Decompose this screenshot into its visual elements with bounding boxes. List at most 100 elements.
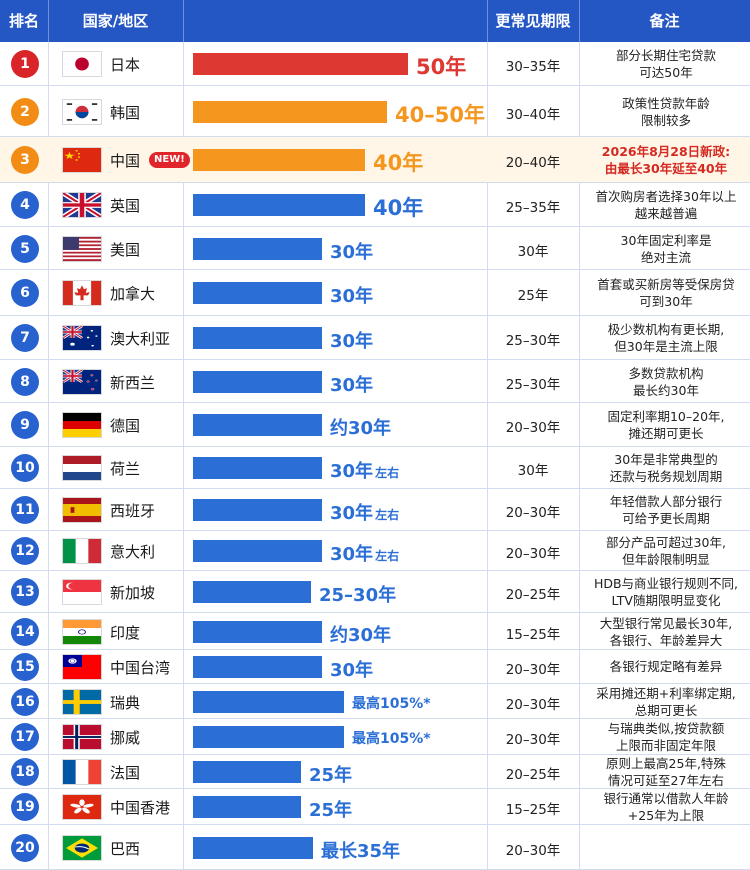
new-zealand-flag-icon <box>62 369 102 395</box>
rank-badge: 18 <box>11 758 39 786</box>
term-bar <box>193 282 322 304</box>
country-name: 中国 <box>110 152 141 170</box>
bar-value-label: 30年 <box>330 656 373 682</box>
note-line: 越来越普遍 <box>634 206 698 221</box>
note: 2026年8月28日新政: 由最长30年延至40年 <box>582 143 750 177</box>
bar-value-label: 40年 <box>373 147 423 177</box>
norway-flag-icon <box>62 724 102 750</box>
bar-value-label: 30年 左右 <box>330 499 399 525</box>
common-term: 30–40年 <box>505 107 561 123</box>
note: 大型银行常见最长30年, 各银行、年龄差异大 <box>582 615 750 649</box>
bar-value-label: 最长35年 <box>321 837 400 863</box>
note-line: +25年为上限 <box>627 808 705 823</box>
table-row: 1 日本 50年 30–35年 部分长期住宅贷款 可达50年 <box>0 42 750 86</box>
netherlands-flag-icon <box>62 455 102 481</box>
rank-badge: 4 <box>11 191 39 219</box>
rank-badge: 13 <box>11 578 39 606</box>
term-bar <box>193 540 322 562</box>
italy-flag-icon <box>62 538 102 564</box>
term-bar <box>193 796 301 818</box>
country-name: 西班牙 <box>110 502 156 520</box>
term-bar <box>193 837 313 859</box>
note: 采用摊还期+利率绑定期, 总期可更长 <box>582 685 750 719</box>
note: 部分产品可超过30年, 但年龄限制明显 <box>582 534 750 568</box>
term-bar <box>193 656 322 678</box>
note: 固定利率期10–20年, 摊还期可更长 <box>582 408 750 442</box>
note-line: 情况可延至27年左右 <box>608 773 724 788</box>
table-header: 排名 国家/地区 更常见期限 备注 <box>0 0 750 42</box>
note-line: 但30年是主流上限 <box>614 339 718 354</box>
rank-badge: 9 <box>11 411 39 439</box>
note-line: 与瑞典类似,按贷款额 <box>607 721 725 736</box>
table-row: 11 西班牙 30年 左右 20–30年 年轻借款人部分银行 可给予更长周期 <box>0 489 750 531</box>
bar-value-text: 约30年 <box>330 625 392 646</box>
term-bar <box>193 691 344 713</box>
note: HDB与商业银行规则不同, LTV随期限明显变化 <box>582 575 750 609</box>
country-name: 韩国 <box>110 104 141 122</box>
rank-badge: 1 <box>11 50 39 78</box>
bar-value-text: 40–50年 <box>395 103 485 127</box>
rank-badge: 5 <box>11 235 39 263</box>
note: 30年是非常典型的 还款与税务规划周期 <box>582 451 750 485</box>
bar-value-text: 30年 <box>330 286 374 307</box>
common-term: 20–30年 <box>505 843 561 859</box>
table-row: 7 澳大利亚 30年 25–30年 极少数机构有更长期, 但30年是主流上限 <box>0 316 750 360</box>
brazil-flag-icon <box>62 835 102 861</box>
rank-badge: 10 <box>11 454 39 482</box>
table-row: 14 印度 约30年 15–25年 大型银行常见最长30年, 各银行、年龄差异大 <box>0 613 750 650</box>
country-name: 巴西 <box>110 840 141 858</box>
spain-flag-icon <box>62 497 102 523</box>
bar-value-label: 30年 <box>330 282 373 308</box>
rank-badge: 8 <box>11 368 39 396</box>
table-row: 10 荷兰 30年 左右 30年 30年是非常典型的 还款与税务规划周期 <box>0 447 750 489</box>
country-name: 日本 <box>110 56 141 74</box>
common-term: 20–30年 <box>505 732 561 748</box>
table-row: 17 挪威 最高105%* 20–30年 与瑞典类似,按贷款额 上限而非固定年限 <box>0 719 750 755</box>
note-line: 部分长期住宅贷款 <box>615 48 716 63</box>
bar-value-label: 30年 <box>330 371 373 397</box>
bar-value-text: 30年 <box>330 660 374 681</box>
rank-badge: 19 <box>11 793 39 821</box>
common-term: 20–30年 <box>505 662 561 678</box>
bar-value-label: 50年 <box>416 51 466 81</box>
south-korea-flag-icon <box>62 99 102 125</box>
note-line: 采用摊还期+利率绑定期, <box>596 686 736 701</box>
term-bar <box>193 621 322 643</box>
header-term: 更常见期限 <box>495 12 571 30</box>
header-note: 备注 <box>649 12 680 30</box>
note-line: 可给予更长周期 <box>622 511 710 526</box>
rank-badge: 20 <box>11 834 39 862</box>
table-row: 3 中国 NEW! 40年 20–40年 2026年8月28日新政: 由最长30年延至40年 <box>0 137 750 183</box>
bar-value-label: 约30年 <box>330 621 391 647</box>
bar-value-label: 30年 <box>330 238 373 264</box>
note-line: 极少数机构有更长期, <box>607 322 725 337</box>
note-line: 总期可更长 <box>634 703 698 718</box>
rank-badge: 17 <box>11 723 39 751</box>
germany-flag-icon <box>62 412 102 438</box>
rank-badge: 15 <box>11 653 39 681</box>
bar-value-label: 25年 <box>309 761 352 787</box>
uk-flag-icon <box>62 192 102 218</box>
common-term: 20–25年 <box>505 587 561 603</box>
note-line: 限制较多 <box>640 113 691 128</box>
rank-badge: 14 <box>11 618 39 646</box>
country-name: 德国 <box>110 417 141 435</box>
rank-badge: 16 <box>11 688 39 716</box>
singapore-flag-icon <box>62 579 102 605</box>
term-bar <box>193 101 387 123</box>
india-flag-icon <box>62 619 102 645</box>
term-bar <box>193 53 408 75</box>
bar-value-text: 30年 <box>330 544 374 565</box>
common-term: 25–35年 <box>505 200 561 216</box>
note: 银行通常以借款人年龄 +25年为上限 <box>582 790 750 824</box>
rank-badge: 2 <box>11 98 39 126</box>
bar-value-text: 约30年 <box>330 418 392 439</box>
france-flag-icon <box>62 759 102 785</box>
bar-value-text: 30年 <box>330 461 374 482</box>
bar-value-label: 25–30年 <box>319 581 396 607</box>
note: 政策性贷款年龄 限制较多 <box>582 95 750 129</box>
common-term: 25–30年 <box>505 377 561 393</box>
hong-kong-flag-icon <box>62 794 102 820</box>
bar-value-text: 40年 <box>373 196 424 220</box>
